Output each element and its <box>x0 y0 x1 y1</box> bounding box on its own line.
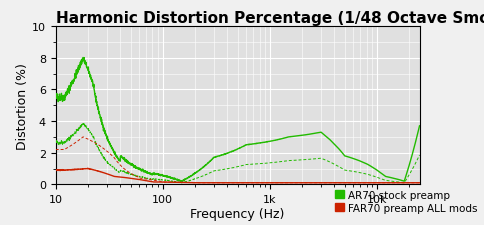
Text: Harmonic Distortion Percentage (1/48 Octave Smoothing: Harmonic Distortion Percentage (1/48 Oct… <box>56 11 484 26</box>
X-axis label: Frequency (Hz): Frequency (Hz) <box>190 207 284 220</box>
Y-axis label: Distortion (%): Distortion (%) <box>16 63 29 149</box>
Legend: AR70 stock preamp, FAR70 preamp ALL mods: AR70 stock preamp, FAR70 preamp ALL mods <box>334 190 476 213</box>
